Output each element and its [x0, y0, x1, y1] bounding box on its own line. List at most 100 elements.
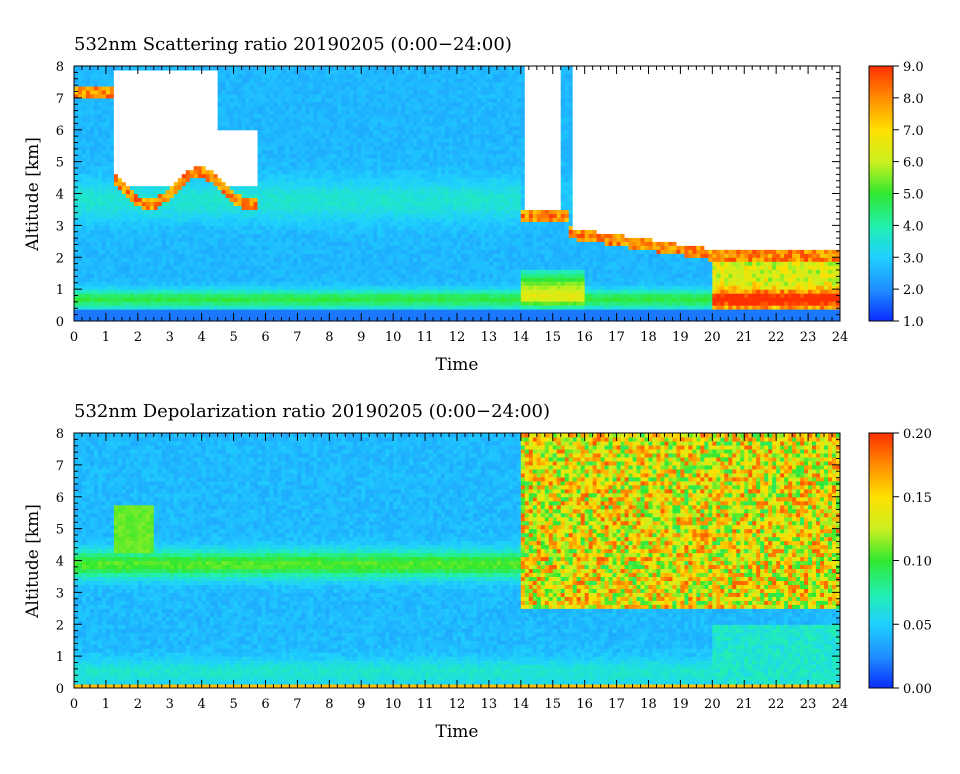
heatmap-cell	[353, 173, 358, 179]
heatmap-cell	[289, 221, 295, 226]
heatmap-cell	[193, 257, 199, 262]
heatmap-cell	[381, 101, 386, 107]
heatmap-cell	[117, 73, 123, 79]
heatmap-cell	[149, 265, 155, 270]
heatmap-cell	[225, 149, 231, 155]
heatmap-cell	[341, 233, 346, 238]
heatmap-cell	[101, 225, 107, 230]
heatmap-cell	[105, 205, 111, 211]
heatmap-cell	[209, 285, 215, 290]
heatmap-cell	[345, 173, 350, 179]
heatmap-cell	[129, 281, 135, 286]
heatmap-cell	[77, 313, 83, 318]
heatmap-cell	[301, 301, 306, 306]
heatmap-cell	[381, 93, 386, 99]
heatmap-cell	[333, 161, 338, 167]
heatmap-cell	[353, 109, 358, 115]
heatmap-cell	[101, 93, 107, 99]
heatmap-cell	[261, 233, 267, 238]
heatmap-cell	[237, 109, 243, 115]
heatmap-cell	[149, 85, 155, 91]
heatmap-cell	[345, 273, 350, 278]
heatmap-cell	[369, 77, 374, 83]
heatmap-cell	[245, 253, 251, 258]
heatmap-cell	[97, 89, 103, 95]
heatmap-cell	[249, 269, 255, 274]
heatmap-cell	[165, 241, 171, 246]
heatmap-cell	[277, 97, 283, 103]
heatmap-cell	[125, 201, 131, 207]
heatmap-cell	[333, 213, 338, 218]
heatmap-cell	[89, 269, 95, 274]
heatmap-cell	[237, 317, 243, 321]
heatmap-cell	[253, 73, 259, 79]
heatmap-cell	[169, 113, 175, 119]
heatmap-cell	[185, 161, 191, 167]
heatmap-cell	[161, 289, 167, 294]
heatmap-cell	[181, 101, 187, 107]
heatmap-cell	[249, 265, 255, 270]
heatmap-cell	[369, 169, 374, 175]
heatmap-cell	[117, 237, 123, 242]
heatmap-cell	[193, 105, 199, 111]
heatmap-cell	[125, 173, 131, 179]
heatmap-cell	[133, 185, 139, 191]
heatmap-cell	[209, 169, 215, 175]
heatmap-cell	[245, 177, 251, 183]
heatmap-cell	[273, 101, 279, 107]
heatmap-cell	[213, 97, 219, 103]
heatmap-cell	[373, 113, 378, 119]
heatmap-cell	[217, 129, 223, 135]
heatmap-cell	[313, 317, 318, 321]
heatmap-cell	[245, 129, 251, 135]
heatmap-cell	[113, 113, 119, 119]
heatmap-cell	[177, 133, 183, 139]
heatmap-cell	[209, 233, 215, 238]
heatmap-cell	[165, 233, 171, 238]
heatmap-cell	[129, 277, 135, 282]
heatmap-cell	[361, 313, 366, 318]
heatmap-cell	[269, 85, 275, 91]
heatmap-cell	[249, 137, 255, 143]
heatmap-cell	[113, 157, 119, 163]
heatmap-cell	[157, 317, 163, 321]
heatmap-cell	[74, 265, 79, 270]
heatmap-cell	[345, 141, 350, 147]
heatmap-cell	[97, 281, 103, 286]
heatmap-cell	[233, 297, 239, 302]
heatmap-cell	[209, 265, 215, 270]
heatmap-cell	[309, 93, 314, 99]
heatmap-cell	[221, 265, 227, 270]
heatmap-cell	[353, 221, 358, 226]
heatmap-cell	[241, 201, 247, 207]
heatmap-cell	[193, 69, 199, 75]
heatmap-cell	[237, 105, 243, 111]
heatmap-cell	[129, 245, 135, 250]
heatmap-cell	[113, 309, 119, 314]
heatmap-cell	[301, 169, 306, 175]
heatmap-cell	[317, 261, 322, 266]
heatmap-cell	[225, 157, 231, 163]
heatmap-cell	[89, 149, 95, 155]
heatmap-cell	[257, 73, 263, 79]
heatmap-cell	[165, 281, 171, 286]
heatmap-cell	[225, 137, 231, 143]
heatmap-cell	[257, 213, 263, 218]
heatmap-cell	[109, 269, 115, 274]
heatmap-cell	[101, 221, 107, 226]
heatmap-cell	[145, 257, 151, 262]
heatmap-cell	[281, 225, 287, 230]
heatmap-cell	[305, 189, 310, 195]
heatmap-cell	[109, 225, 115, 230]
heatmap-cell	[357, 317, 362, 321]
heatmap-cell	[253, 121, 259, 127]
heatmap-cell	[205, 77, 211, 83]
heatmap-cell	[225, 225, 231, 230]
heatmap-cell	[309, 201, 314, 207]
heatmap-cell	[85, 257, 91, 262]
heatmap-cell	[74, 161, 79, 167]
heatmap-cell	[253, 89, 259, 95]
heatmap-cell	[321, 185, 326, 191]
heatmap-cell	[201, 121, 207, 127]
heatmap-cell	[313, 105, 318, 111]
